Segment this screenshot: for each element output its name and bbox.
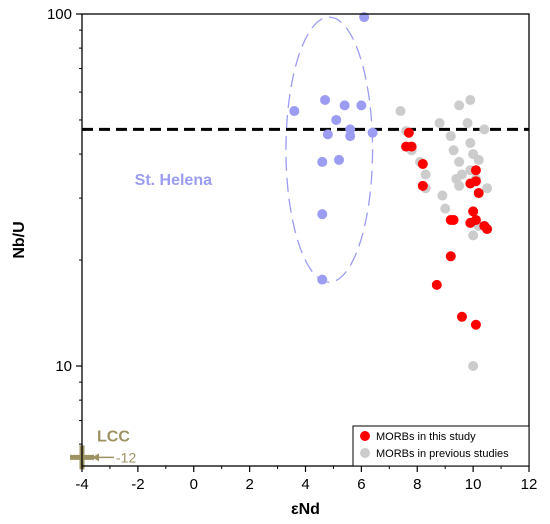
point-this_study — [470, 165, 481, 176]
point-previous — [468, 361, 479, 372]
point-this_study — [417, 180, 428, 191]
point-st_helena — [334, 154, 345, 165]
point-previous — [473, 154, 484, 165]
legend-box — [352, 425, 530, 467]
point-this_study — [403, 127, 414, 138]
y-axis-title: Nb/U — [11, 221, 28, 258]
point-previous — [479, 124, 490, 135]
st-helena-label: St. Helena — [135, 172, 212, 189]
point-previous — [462, 118, 473, 129]
plot-frame — [81, 13, 530, 467]
axes-layer: -4 -2 0 2 4 6 8 10 12 10 100 εNd Nb/U — [11, 6, 537, 518]
x-tick-label: 2 — [245, 476, 253, 493]
legend-marker — [360, 448, 370, 458]
legend-label: MORBs in this study — [376, 431, 476, 443]
y-tick-label: 10 — [55, 358, 72, 375]
point-this_study — [445, 214, 456, 225]
point-this_study — [456, 311, 467, 322]
point-previous — [437, 190, 448, 201]
x-tick-label: 8 — [413, 476, 421, 493]
point-st_helena — [339, 100, 350, 111]
point-this_study — [465, 217, 476, 228]
point-this_study — [445, 251, 456, 262]
point-st_helena — [317, 209, 328, 220]
point-previous — [445, 131, 456, 142]
point-st_helena — [322, 129, 333, 140]
point-previous — [454, 156, 465, 167]
point-this_study — [470, 319, 481, 330]
point-this_study — [479, 220, 490, 231]
point-previous — [434, 118, 445, 129]
x-tick-label: 10 — [465, 476, 482, 493]
point-previous — [448, 145, 459, 156]
point-st_helena — [356, 100, 367, 111]
point-st_helena — [317, 274, 328, 285]
point-st_helena — [289, 106, 300, 117]
point-previous — [465, 94, 476, 105]
legend-marker — [360, 431, 370, 441]
point-st_helena — [345, 131, 356, 142]
x-axis-title: εNd — [291, 501, 320, 518]
point-this_study — [465, 178, 476, 189]
point-previous — [395, 106, 406, 117]
point-st_helena — [331, 114, 342, 125]
point-this_study — [473, 188, 484, 199]
annotation-layer: St. Helena LCC -12 — [70, 172, 212, 470]
point-previous — [454, 100, 465, 111]
point-previous — [468, 230, 479, 241]
x-tick-label: -4 — [75, 476, 88, 493]
lcc-arrow-head — [92, 453, 99, 462]
point-previous — [482, 183, 493, 194]
point-st_helena — [320, 94, 331, 105]
point-this_study — [417, 158, 428, 169]
point-previous — [420, 169, 431, 180]
st-helena-ellipse — [285, 16, 374, 283]
point-st_helena — [367, 127, 378, 138]
point-previous — [465, 138, 476, 149]
legend: MORBs in this study MORBs in previous stu… — [352, 425, 530, 467]
x-tick-label: -2 — [131, 476, 144, 493]
point-st_helena — [317, 156, 328, 167]
x-tick-label: 0 — [190, 476, 198, 493]
points-layer — [289, 12, 493, 372]
point-this_study — [468, 206, 479, 217]
x-tick-label: 4 — [301, 476, 309, 493]
guide-layer — [285, 16, 374, 283]
point-previous — [454, 180, 465, 191]
lcc-label: LCC — [97, 428, 130, 445]
x-tick-label: 6 — [357, 476, 365, 493]
point-this_study — [406, 141, 417, 152]
lcc-arrow-label: -12 — [116, 449, 136, 465]
y-tick-label: 100 — [47, 6, 72, 23]
point-this_study — [431, 279, 442, 290]
x-tick-label: 12 — [521, 476, 538, 493]
point-previous — [440, 203, 451, 214]
legend-label: MORBs in previous studies — [376, 448, 509, 460]
